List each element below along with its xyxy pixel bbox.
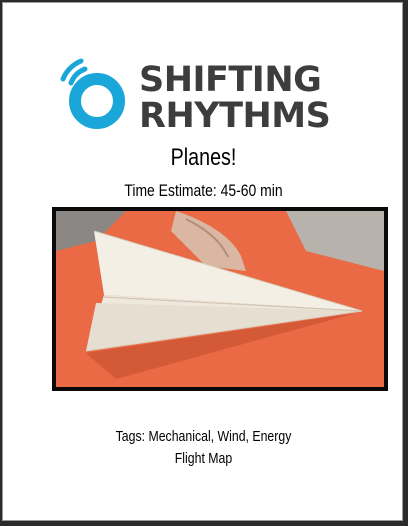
shifting-rhythms-logo: SHIFTING RHYTHMS — [57, 55, 347, 135]
logo-text-line2: RHYTHMS — [139, 96, 331, 136]
time-estimate: Time Estimate: 45-60 min — [124, 181, 283, 200]
page-title: Planes! — [170, 144, 237, 171]
paper-airplane-illustration — [56, 211, 384, 387]
paper-airplane-photo — [52, 207, 388, 391]
circle-signal-logo-icon — [60, 58, 125, 129]
flight-map-line: Flight Map — [174, 450, 233, 467]
document-page: SHIFTING RHYTHMS Planes! Time Estimate: … — [2, 2, 403, 521]
logo-text-line1: SHIFTING — [139, 60, 322, 100]
tags-line: Tags: Mechanical, Wind, Energy — [115, 428, 292, 445]
